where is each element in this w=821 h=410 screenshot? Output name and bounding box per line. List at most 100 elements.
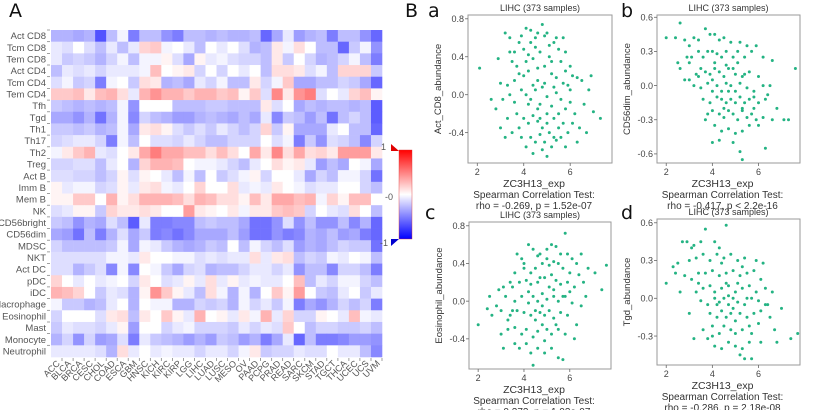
heatmap-cell <box>183 205 195 218</box>
heatmap-cell <box>348 76 361 89</box>
heatmap-cell <box>205 170 217 183</box>
heatmap-cell <box>183 216 195 229</box>
scatter-point <box>561 121 565 125</box>
heatmap-cell <box>282 76 295 89</box>
scatter-point <box>733 101 737 105</box>
scatter-point <box>738 311 742 315</box>
heatmap-cell <box>117 41 129 54</box>
heatmap-cell <box>304 88 317 101</box>
heatmap-cell <box>282 333 295 346</box>
scatter-point <box>683 274 687 278</box>
scatter-point <box>543 276 547 280</box>
scatter-point <box>517 280 521 284</box>
scatter-point <box>710 334 714 338</box>
heatmap-cell <box>205 53 217 66</box>
heatmap-cell <box>359 333 372 346</box>
heatmap-cell <box>139 345 151 358</box>
heatmap-cell <box>260 298 272 311</box>
scatter-point <box>540 23 544 26</box>
row-label: NK <box>33 206 47 217</box>
heatmap-cell <box>282 53 295 66</box>
heatmap-cell <box>326 240 339 253</box>
scatter-point <box>674 271 677 275</box>
heatmap-cell <box>271 216 283 229</box>
heatmap-cell <box>216 181 228 194</box>
scatter-point <box>533 318 537 322</box>
heatmap-cell <box>249 181 261 194</box>
heatmap-cell <box>337 251 350 264</box>
heatmap-cell <box>337 111 350 124</box>
heatmap-cell <box>271 205 283 218</box>
scatter-point <box>506 116 509 120</box>
heatmap-cell <box>62 251 74 264</box>
heatmap-cell <box>238 30 250 42</box>
scatter-point <box>554 138 558 142</box>
heatmap-cell <box>128 321 140 334</box>
scatter-point <box>743 55 747 59</box>
scatter-title: LIHC (373 samples) <box>500 210 580 220</box>
scatter-point <box>543 64 547 68</box>
row-label: Th17 <box>24 136 46 147</box>
heatmap-cell <box>161 181 173 194</box>
scatter-point <box>752 269 756 273</box>
scatter-point <box>733 72 737 76</box>
heatmap-cell <box>106 193 118 206</box>
scatter-point <box>754 259 758 262</box>
heatmap-cell <box>293 321 306 334</box>
heatmap-cell <box>139 76 151 89</box>
heatmap-cell <box>249 333 261 346</box>
scatter-point <box>550 273 553 277</box>
heatmap-cell <box>106 240 118 253</box>
scatter-point <box>745 86 749 90</box>
heatmap-cell <box>194 158 206 171</box>
heatmap-cell <box>370 310 383 323</box>
scatter-point <box>540 262 544 265</box>
heatmap-cell <box>51 333 63 346</box>
row-label: CD56bright <box>0 218 46 229</box>
scatter-point <box>478 66 482 70</box>
y-axis-label: CD56dim_abundance <box>622 43 633 135</box>
heatmap-cell <box>205 30 217 42</box>
scatter-point <box>513 326 517 329</box>
row-label: Th2 <box>30 148 46 159</box>
heatmap-cell <box>73 65 85 78</box>
heatmap-cell <box>161 41 173 54</box>
scatter-point <box>703 271 707 275</box>
heatmap-cell <box>161 298 173 311</box>
scatter-point <box>536 280 540 284</box>
heatmap-cell <box>161 146 173 159</box>
scatter-point <box>531 294 535 298</box>
heatmap-cell <box>183 158 195 171</box>
heatmap-cell <box>326 298 339 311</box>
heatmap-cell <box>359 146 372 159</box>
heatmap-cell <box>62 205 74 218</box>
heatmap-cell <box>183 76 195 89</box>
heatmap-cell <box>51 263 63 276</box>
scatter-point <box>572 337 576 341</box>
heatmap-cell <box>51 111 63 124</box>
heatmap-cell <box>359 88 372 101</box>
heatmap-cell <box>117 65 129 78</box>
heatmap-cell <box>271 298 283 311</box>
heatmap-cell <box>359 321 372 334</box>
row-label: NKT <box>27 253 46 264</box>
heatmap-cell <box>117 193 129 206</box>
heatmap-cell <box>326 321 339 334</box>
heatmap-cell <box>249 310 261 323</box>
heatmap-cell <box>260 88 272 101</box>
heatmap-cell <box>139 286 151 299</box>
heatmap-cell <box>348 135 361 148</box>
y-tick-label: 0.0 <box>452 296 465 306</box>
heatmap-cell <box>216 240 228 253</box>
scatter-point <box>715 252 719 256</box>
heatmap-cell <box>73 100 85 113</box>
scatter-point <box>757 101 760 105</box>
scatter-point <box>536 254 540 258</box>
heatmap-cell <box>172 298 184 311</box>
heatmap-cell <box>282 193 295 206</box>
heatmap-cell <box>205 298 217 311</box>
heatmap-cell <box>172 240 184 253</box>
heatmap-cell <box>205 41 217 54</box>
heatmap-cell <box>139 216 151 229</box>
